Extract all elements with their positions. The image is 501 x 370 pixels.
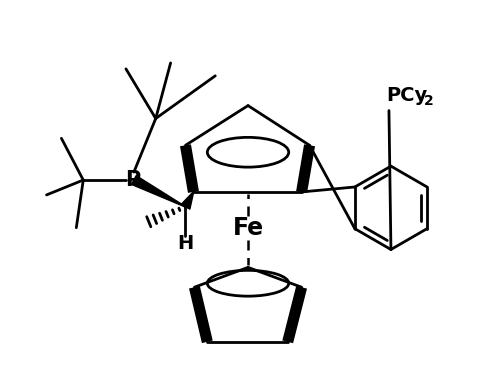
Polygon shape — [181, 192, 194, 209]
Text: 2: 2 — [424, 94, 433, 108]
Text: Fe: Fe — [232, 216, 264, 240]
Text: H: H — [177, 234, 193, 253]
Text: P: P — [125, 170, 140, 190]
Polygon shape — [132, 176, 185, 207]
Text: PCy: PCy — [386, 86, 427, 105]
